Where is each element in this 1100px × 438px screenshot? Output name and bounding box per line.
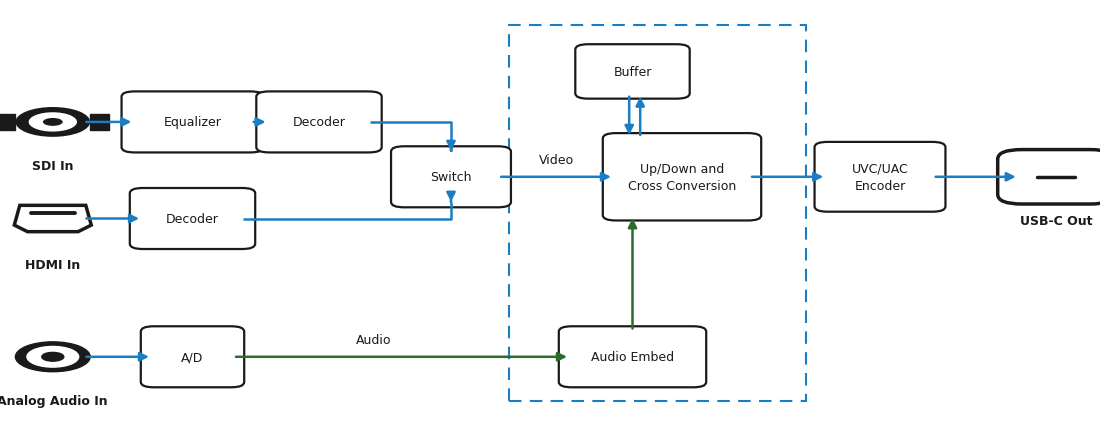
Text: Audio: Audio: [356, 333, 392, 346]
Circle shape: [29, 113, 77, 132]
Bar: [90, 115, 109, 131]
Polygon shape: [14, 206, 91, 232]
Text: Up/Down and
Cross Conversion: Up/Down and Cross Conversion: [628, 162, 736, 192]
FancyBboxPatch shape: [392, 147, 510, 208]
FancyBboxPatch shape: [130, 188, 255, 250]
Text: A/D: A/D: [182, 350, 204, 364]
FancyBboxPatch shape: [121, 92, 264, 153]
Text: Equalizer: Equalizer: [164, 116, 221, 129]
Bar: [0, 115, 15, 131]
Circle shape: [43, 119, 63, 127]
Text: HDMI In: HDMI In: [25, 258, 80, 272]
FancyBboxPatch shape: [998, 150, 1100, 205]
Text: USB-C Out: USB-C Out: [1020, 214, 1092, 227]
Bar: [509, 26, 806, 401]
Text: Video: Video: [539, 153, 574, 166]
FancyBboxPatch shape: [814, 143, 946, 212]
FancyBboxPatch shape: [141, 327, 244, 387]
Circle shape: [15, 108, 90, 138]
FancyBboxPatch shape: [559, 327, 706, 387]
Circle shape: [26, 347, 79, 367]
FancyBboxPatch shape: [256, 92, 382, 153]
Text: SDI In: SDI In: [32, 160, 74, 173]
Text: UVC/UAC
Encoder: UVC/UAC Encoder: [851, 162, 909, 192]
Text: Decoder: Decoder: [166, 212, 219, 226]
Text: Switch: Switch: [430, 171, 472, 184]
Circle shape: [15, 342, 90, 372]
Text: Buffer: Buffer: [614, 66, 651, 79]
FancyBboxPatch shape: [603, 134, 761, 221]
Text: Decoder: Decoder: [293, 116, 345, 129]
Text: Audio Embed: Audio Embed: [591, 350, 674, 364]
FancyBboxPatch shape: [575, 45, 690, 99]
Circle shape: [42, 353, 64, 361]
Text: Analog Audio In: Analog Audio In: [0, 394, 108, 407]
